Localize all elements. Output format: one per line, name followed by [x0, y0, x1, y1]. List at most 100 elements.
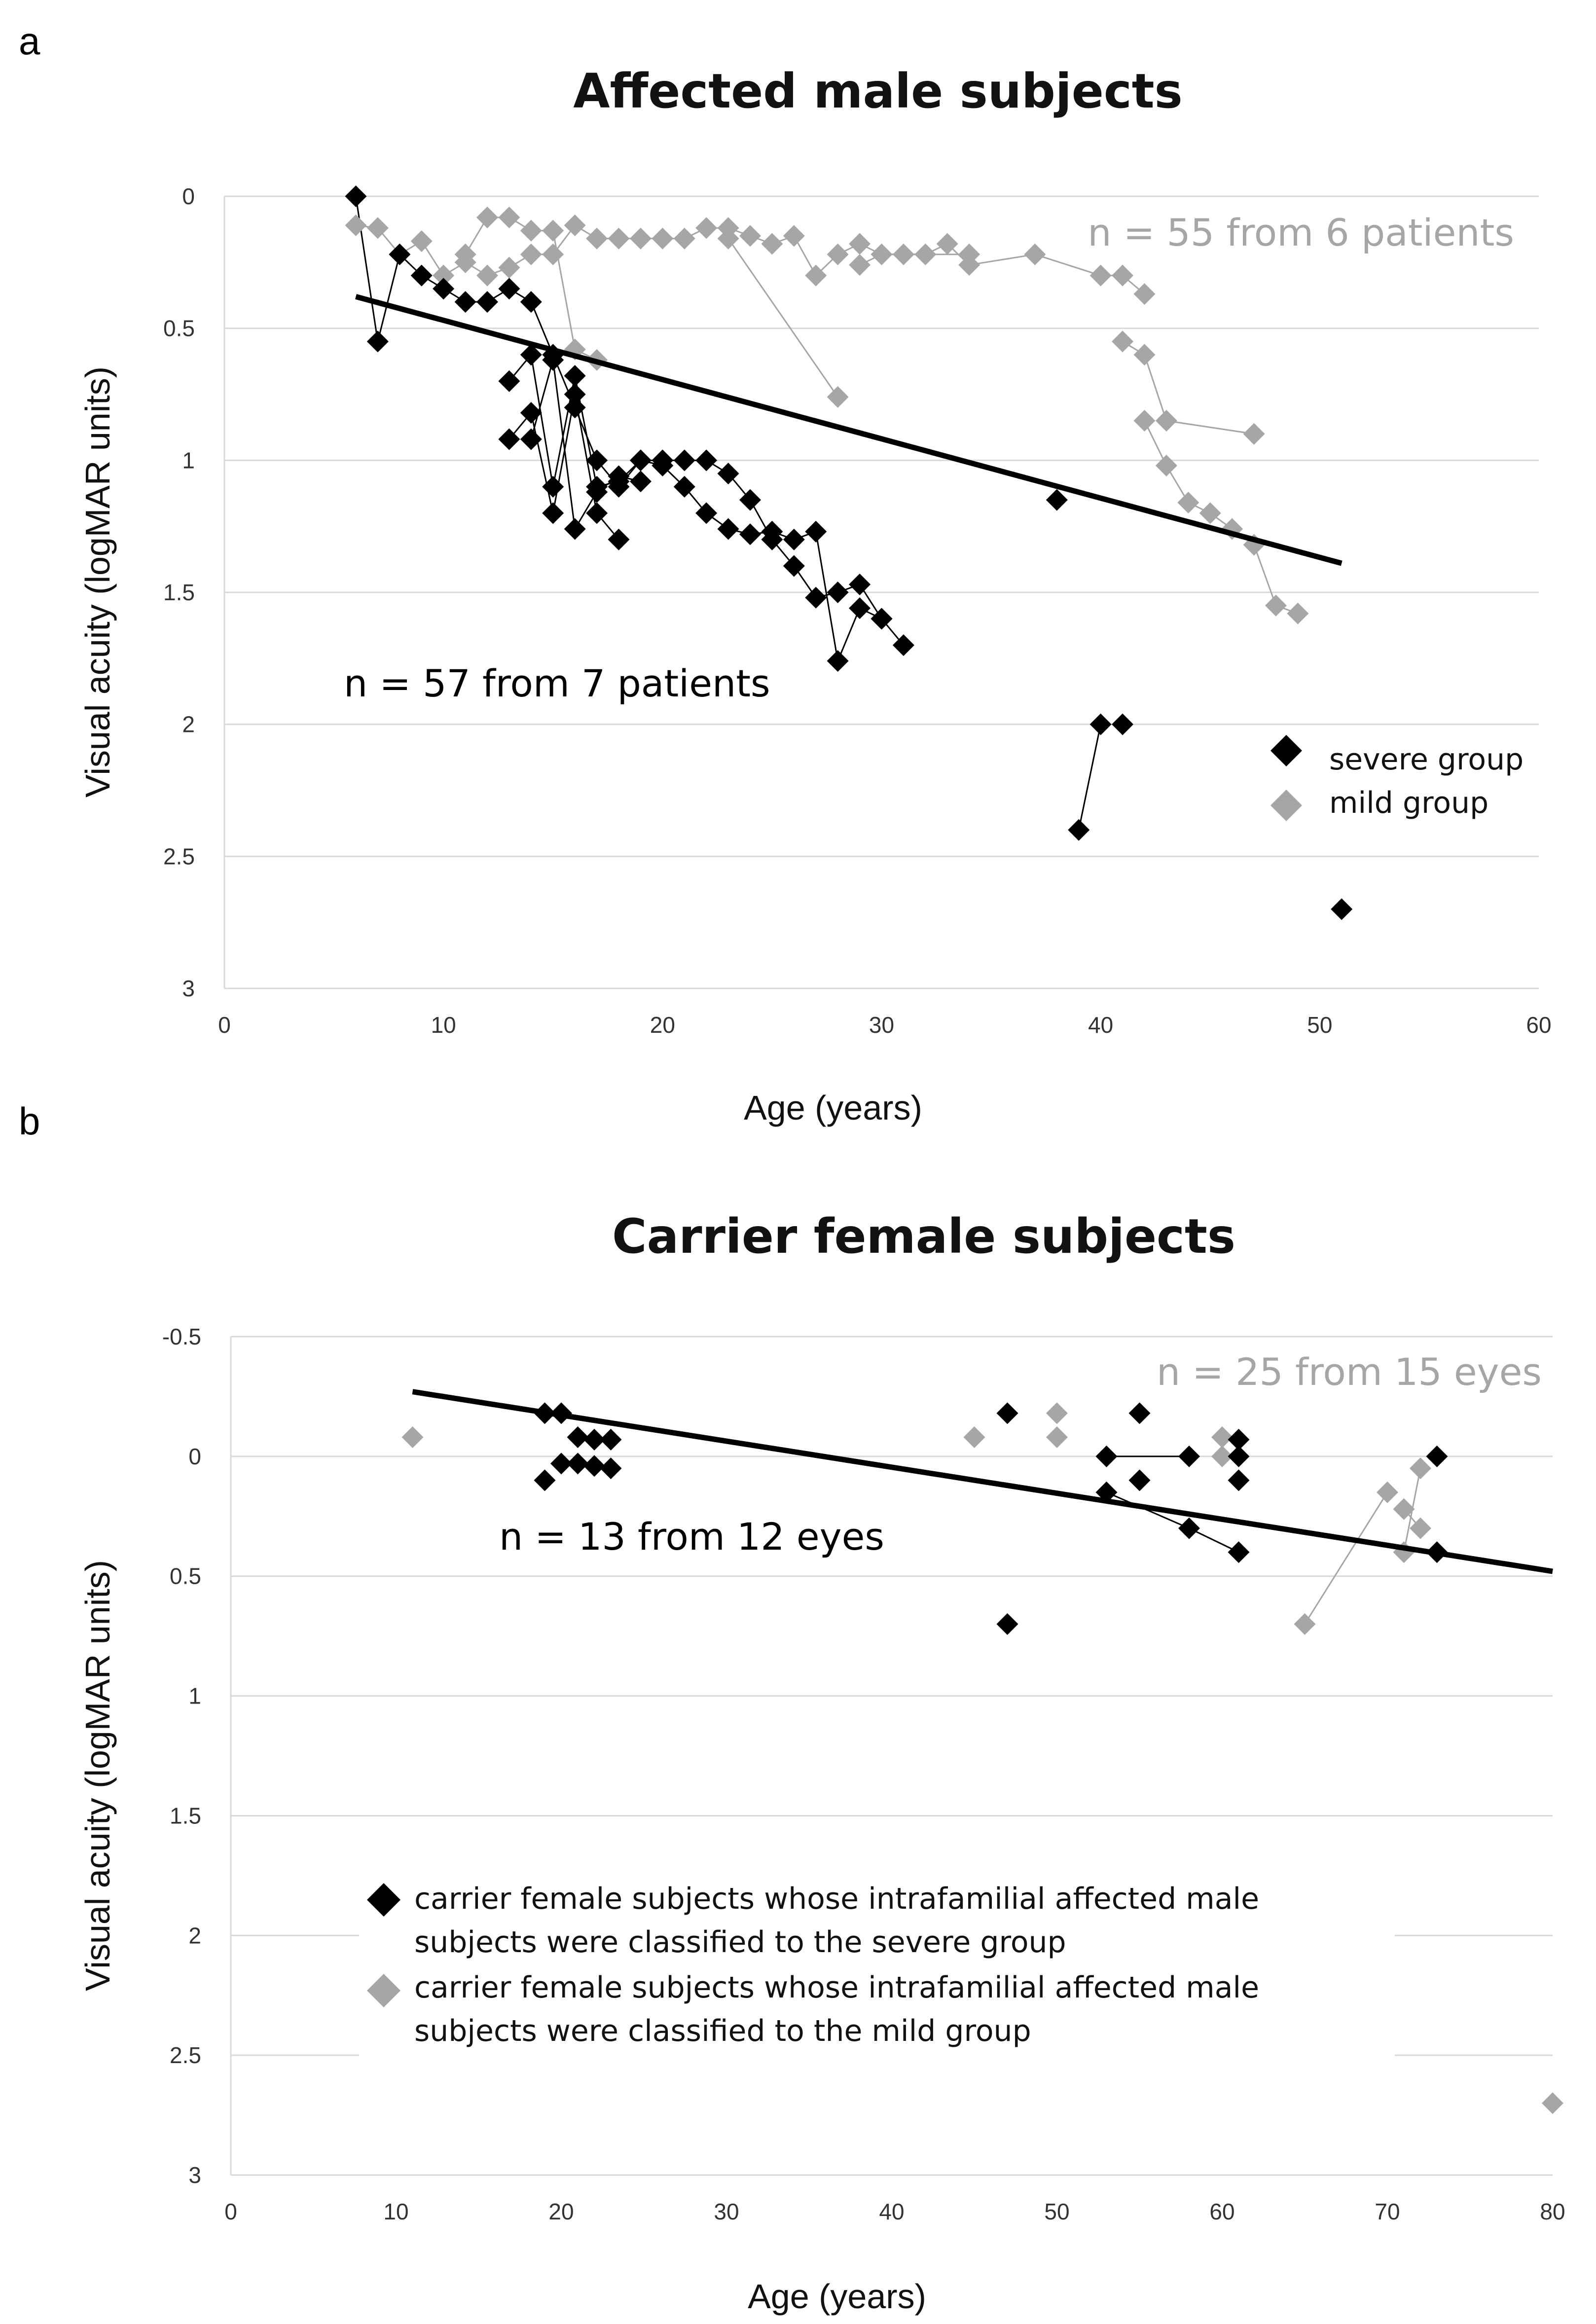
data-point — [586, 449, 608, 472]
data-point — [542, 349, 564, 371]
data-point — [433, 278, 455, 300]
data-point — [963, 1426, 985, 1448]
data-point — [1393, 1498, 1415, 1520]
data-point — [345, 214, 367, 236]
data-point — [389, 243, 411, 265]
data-point — [498, 206, 520, 228]
data-point — [1112, 330, 1134, 353]
data-point — [827, 386, 849, 408]
data-point — [476, 206, 498, 228]
data-point — [476, 291, 498, 313]
data-point — [871, 608, 893, 630]
data-point — [996, 1613, 1018, 1635]
series-connector — [508, 353, 882, 664]
data-point — [695, 217, 718, 239]
data-point — [629, 471, 652, 493]
data-point — [1228, 1541, 1250, 1563]
data-point — [564, 365, 586, 387]
data-point — [608, 465, 630, 487]
y-tick-label: 1 — [188, 1683, 201, 1709]
x-tick-label: 30 — [869, 1012, 894, 1038]
series-connector — [1304, 1491, 1388, 1625]
legend-label-mild-carrier-line1: carrier female subjects whose intrafamil… — [414, 1970, 1259, 2005]
data-point — [892, 634, 914, 656]
data-point — [761, 520, 783, 543]
legend-marker-mild-icon — [1270, 790, 1302, 821]
data-point — [629, 449, 652, 472]
data-point — [805, 520, 827, 543]
data-point — [542, 243, 564, 265]
data-point — [1155, 455, 1177, 477]
data-point — [673, 227, 695, 250]
data-point — [567, 1426, 589, 1448]
data-point — [1024, 243, 1046, 265]
panel-b-y-axis-label: Visual acuity (logMAR units) — [78, 1560, 117, 1991]
data-point — [1133, 344, 1156, 366]
data-point — [1228, 1445, 1250, 1467]
data-point — [1068, 819, 1090, 841]
panel-b: b Carrier female subjects -0.5 0 0.5 1 1.5 2 2… — [19, 1099, 1565, 2316]
data-point — [608, 528, 630, 550]
panel-a-severe-count: n = 57 from 7 patients — [344, 661, 770, 705]
data-point — [608, 227, 630, 250]
data-point — [1046, 489, 1068, 511]
data-point — [520, 243, 542, 265]
data-point — [1287, 602, 1309, 624]
data-point — [1133, 283, 1156, 305]
series-connector — [1122, 341, 1254, 435]
data-point — [586, 502, 608, 524]
data-point — [652, 227, 674, 250]
data-point — [542, 219, 564, 242]
y-tick-label: 3 — [188, 2162, 201, 2188]
data-point — [1426, 1445, 1448, 1467]
data-point — [849, 254, 871, 276]
panel-a-data-points — [345, 185, 1353, 920]
data-point — [498, 278, 520, 300]
data-point — [849, 573, 871, 595]
data-point — [498, 256, 520, 279]
data-point — [1128, 1402, 1151, 1424]
panel-b-x-ticks: 0 10 20 30 40 50 60 70 80 — [224, 2199, 1565, 2224]
data-point — [849, 233, 871, 255]
panel-b-letter: b — [19, 1099, 40, 1143]
panel-b-legend-background — [359, 1863, 1395, 2061]
data-point — [1542, 2092, 1563, 2114]
panel-a-y-axis-label: Visual acuity (logMAR units) — [78, 366, 117, 798]
data-point — [498, 370, 520, 392]
data-point — [717, 463, 739, 485]
data-point — [476, 264, 498, 287]
x-tick-label: 10 — [383, 2199, 408, 2224]
data-point — [542, 502, 564, 524]
legend-label-severe-carrier-line1: carrier female subjects whose intrafamil… — [414, 1882, 1259, 1916]
panel-b-severe-count: n = 13 from 12 eyes — [499, 1515, 884, 1559]
data-point — [410, 230, 433, 253]
data-point — [871, 243, 893, 265]
data-point — [673, 475, 695, 498]
data-point — [958, 243, 980, 265]
panel-a-mild-count: n = 55 from 6 patients — [1088, 211, 1514, 254]
data-point — [1177, 491, 1199, 513]
data-point — [1228, 1428, 1250, 1451]
data-point — [401, 1426, 424, 1448]
data-point — [564, 518, 586, 540]
data-point — [695, 502, 718, 524]
data-point — [783, 225, 805, 247]
data-point — [600, 1457, 622, 1480]
data-point — [567, 1452, 589, 1475]
panel-b-series-lines — [1106, 1455, 1421, 1625]
y-tick-label: 0.5 — [163, 316, 195, 341]
legend-marker-mild-carrier-icon — [367, 1974, 400, 2007]
x-tick-label: 70 — [1375, 2199, 1400, 2224]
data-point — [739, 225, 761, 247]
data-point — [1199, 502, 1221, 524]
legend-label-mild-carrier-line2: subjects were classified to the mild gro… — [414, 2014, 1031, 2048]
panel-a-trendline — [355, 294, 1342, 566]
data-point — [520, 428, 542, 450]
series-connector — [1078, 724, 1102, 831]
data-point — [936, 233, 958, 255]
data-point — [849, 597, 871, 619]
panel-a-title: Affected male subjects — [573, 64, 1183, 119]
data-point — [717, 227, 739, 250]
data-point — [564, 383, 586, 405]
panel-a-grid — [223, 195, 1539, 989]
